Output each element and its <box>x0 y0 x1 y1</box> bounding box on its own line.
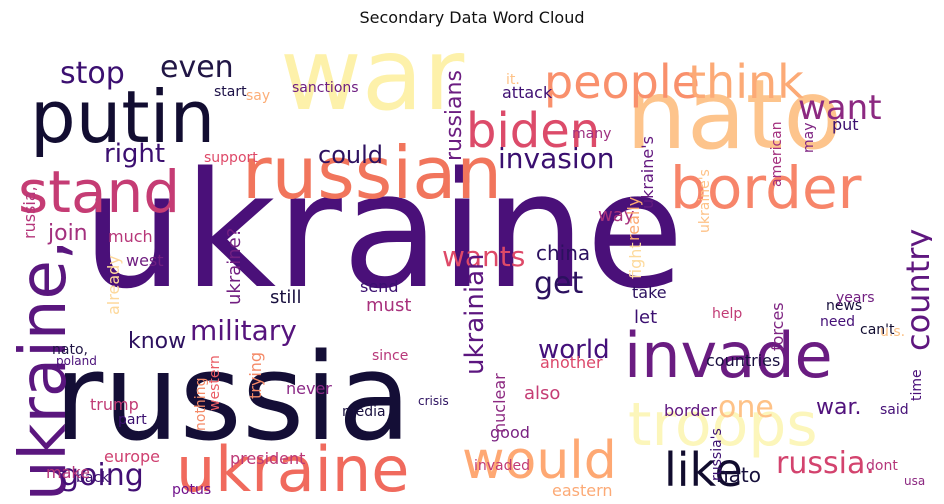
word-cloud-word: even <box>160 50 234 85</box>
word-cloud-word: attack <box>502 83 553 102</box>
word-cloud-word: one <box>718 390 774 425</box>
word-cloud-word: country <box>899 228 932 351</box>
word-cloud-word: people <box>544 55 700 109</box>
word-cloud-word: good <box>490 423 530 442</box>
word-cloud-word: poland <box>56 354 97 368</box>
word-cloud-word: ukraine? <box>224 227 245 305</box>
word-cloud-word: part <box>118 412 147 428</box>
word-cloud-word: trying <box>246 351 265 399</box>
word-cloud-word: stand <box>18 158 181 226</box>
word-cloud-word: russians <box>442 70 467 161</box>
word-cloud-word: since <box>372 348 409 364</box>
word-cloud-word: russia, <box>20 186 39 239</box>
word-cloud-word: let <box>634 307 658 328</box>
word-cloud-word: like <box>664 443 743 497</box>
word-cloud-word: help <box>712 306 743 322</box>
word-cloud-word: much <box>108 227 153 246</box>
word-cloud-word: would <box>462 431 617 491</box>
word-cloud-word: could <box>318 141 383 169</box>
word-cloud-word: start <box>214 84 247 100</box>
word-cloud-word: need <box>820 314 855 330</box>
word-cloud-word: putin <box>30 75 216 159</box>
word-cloud-word: usa <box>904 474 926 488</box>
word-cloud-word: already <box>104 255 123 315</box>
word-cloud-word: back <box>76 470 110 486</box>
word-cloud-word: join <box>48 221 88 246</box>
word-cloud-word: way <box>598 205 635 226</box>
chart-title: Secondary Data Word Cloud <box>359 8 585 27</box>
word-cloud-word: never <box>286 379 332 398</box>
word-cloud-word: american <box>769 121 785 187</box>
word-cloud-word: say <box>246 88 271 104</box>
word-cloud-word: also <box>524 383 561 404</box>
word-cloud-word: western <box>207 355 223 411</box>
word-cloud-word: invade <box>624 319 833 392</box>
word-cloud-word: military <box>190 314 297 347</box>
word-cloud-word: right <box>104 139 166 169</box>
word-cloud-word: eastern <box>552 481 613 498</box>
word-cloud-word: west <box>126 251 164 270</box>
word-cloud-word: china <box>536 241 591 265</box>
word-cloud-word: fight <box>626 242 645 279</box>
word-cloud-word: may <box>801 122 817 153</box>
word-cloud-word: media <box>342 404 386 420</box>
word-cloud-word: support <box>204 150 258 166</box>
word-cloud-word: nato, <box>52 342 88 358</box>
word-cloud-word: nato <box>626 59 843 171</box>
word-cloud-word: countries <box>706 351 781 370</box>
word-cloud-word: russia's <box>709 428 725 481</box>
word-cloud-word: wants <box>442 240 526 273</box>
word-cloud-word: get <box>534 266 584 301</box>
word-cloud-word: trump <box>90 395 139 414</box>
word-cloud-word: world <box>538 335 610 365</box>
word-cloud-word: president <box>230 449 306 468</box>
word-cloud-word: still <box>270 287 302 308</box>
word-cloud-word: russian <box>242 131 503 215</box>
word-cloud-word: russia <box>54 329 412 468</box>
word-cloud-word: ukraine <box>82 137 685 324</box>
word-cloud-word: it. <box>506 72 520 88</box>
word-cloud-word: ukraine <box>176 433 410 498</box>
word-cloud-word: crisis <box>418 394 449 408</box>
word-cloud-word: ukrainian <box>460 253 490 376</box>
word-cloud-word: want <box>798 88 882 128</box>
word-cloud-word: another <box>540 353 603 372</box>
word-cloud-word: troops <box>628 390 818 460</box>
word-cloud-word: must <box>366 295 412 316</box>
word-cloud-word: europe <box>104 447 160 466</box>
word-cloud-word: invaded <box>474 458 531 474</box>
word-cloud-word: u.s. <box>880 324 906 340</box>
word-cloud-word: think <box>688 55 804 109</box>
word-cloud-word: forces <box>768 302 787 351</box>
word-cloud-word: going <box>60 458 144 493</box>
word-cloud-word: potus <box>172 482 212 497</box>
word-cloud-word: many <box>572 126 612 142</box>
word-cloud-word: war <box>280 33 465 133</box>
word-cloud-word: sanctions <box>292 80 359 96</box>
word-cloud-word: make <box>46 463 90 482</box>
word-cloud-word: invasion <box>498 142 615 175</box>
word-cloud-word: put <box>832 115 859 134</box>
word-cloud-word: dont <box>866 458 898 474</box>
word-cloud-word: send <box>360 277 399 296</box>
word-cloud-word: nuclear <box>490 373 509 433</box>
word-cloud-word: said <box>880 402 909 418</box>
word-cloud-word: nato <box>716 463 762 487</box>
word-cloud-word: russia. <box>776 446 875 481</box>
word-cloud-word: war. <box>816 395 862 420</box>
word-cloud-word: news <box>826 298 863 314</box>
word-cloud-word: nothing <box>193 377 209 431</box>
word-cloud-word: really <box>624 196 643 241</box>
word-cloud-word: stop <box>60 56 125 91</box>
word-cloud-word: ukraine's <box>697 169 713 233</box>
word-cloud-word: time <box>909 369 925 401</box>
word-cloud-word: years <box>836 290 875 306</box>
word-cloud-word: border <box>664 401 717 420</box>
word-cloud-word: know <box>128 329 187 354</box>
word-cloud-word: take <box>632 283 667 302</box>
word-cloud: ukraine russia war nato putin russian ukraine i… <box>8 33 932 497</box>
word-cloud-word: can't <box>860 322 895 338</box>
word-cloud-word: biden <box>466 103 601 159</box>
word-cloud-word: border <box>670 154 862 222</box>
